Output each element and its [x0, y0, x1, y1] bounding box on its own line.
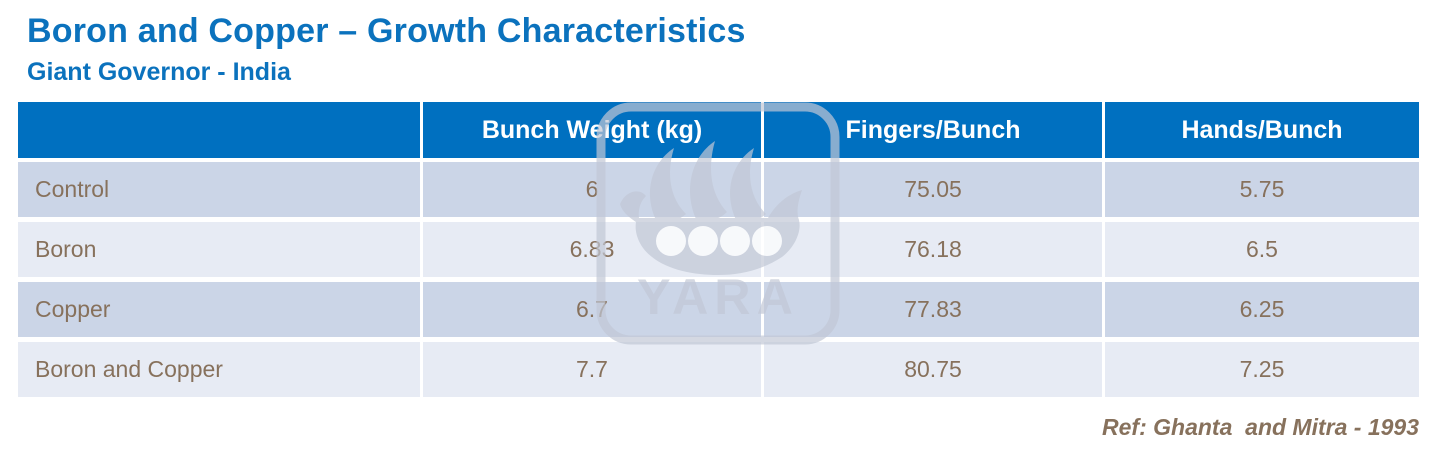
cell-boron-copper-hands: 7.25 [1105, 342, 1419, 397]
row-label-copper: Copper [18, 282, 420, 337]
cell-boron-copper-fingers: 80.75 [764, 342, 1102, 397]
page-title: Boron and Copper – Growth Characteristic… [27, 12, 746, 50]
row-label-control: Control [18, 162, 420, 217]
cell-copper-bunch-weight: 6.7 [423, 282, 761, 337]
cell-control-hands: 5.75 [1105, 162, 1419, 217]
cell-control-bunch-weight: 6 [423, 162, 761, 217]
cell-copper-hands: 6.25 [1105, 282, 1419, 337]
cell-control-fingers: 75.05 [764, 162, 1102, 217]
table-header-hands-bunch: Hands/Bunch [1105, 102, 1419, 158]
reference-text: Ref: Ghanta and Mitra - 1993 [1102, 414, 1419, 440]
cell-boron-hands: 6.5 [1105, 222, 1419, 277]
page-subtitle: Giant Governor - India [27, 58, 291, 86]
growth-characteristics-table: Bunch Weight (kg) Fingers/Bunch Hands/Bu… [18, 102, 1419, 397]
table-header-fingers-bunch: Fingers/Bunch [764, 102, 1102, 158]
cell-boron-fingers: 76.18 [764, 222, 1102, 277]
cell-boron-bunch-weight: 6.83 [423, 222, 761, 277]
cell-boron-copper-bunch-weight: 7.7 [423, 342, 761, 397]
table-header-bunch-weight: Bunch Weight (kg) [423, 102, 761, 158]
row-label-boron: Boron [18, 222, 420, 277]
cell-copper-fingers: 77.83 [764, 282, 1102, 337]
row-label-boron-and-copper: Boron and Copper [18, 342, 420, 397]
table-header-empty [18, 102, 420, 158]
